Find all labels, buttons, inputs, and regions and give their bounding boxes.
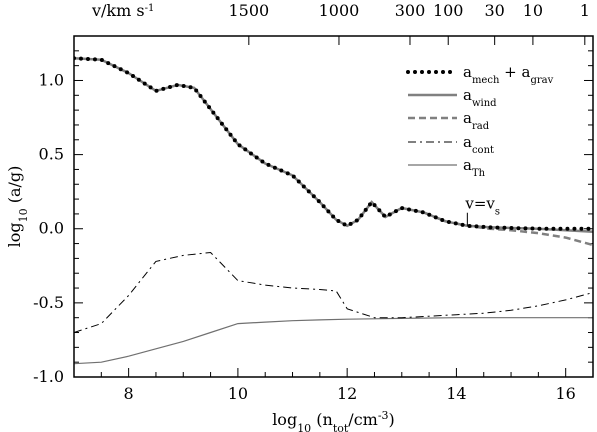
y-tick-label: 1.0 (39, 70, 64, 89)
x-tick-label: 14 (446, 384, 466, 403)
x-tick-label: 10 (228, 384, 248, 403)
series-line-mech (74, 56, 593, 231)
y-tick-label: -1.0 (33, 367, 64, 386)
x-tick-label: 8 (124, 384, 134, 403)
x-tick-label: 12 (337, 384, 357, 403)
y-axis-label: log10 (a/g) (5, 166, 30, 248)
legend-label-rad: arad (463, 109, 490, 132)
top-axis-tick-label: 1 (580, 1, 590, 20)
y-tick-label: 0.0 (39, 219, 64, 238)
top-axis-tick-label: 300 (395, 1, 426, 20)
y-tick-label: 0.5 (39, 145, 64, 164)
top-axis-title: v/km s-1 (91, 1, 154, 20)
legend-label-Th: aTh (463, 156, 486, 179)
labels-group: 8 10 12 14 16 -1.0 -0.5 0.0 0.5 1.0 1500 1000 300 100… (5, 1, 590, 432)
series-line-cont (74, 251, 593, 333)
legend-label-cont: acont (463, 133, 494, 156)
x-tick-label: 16 (556, 384, 576, 403)
x-axis-label: log10 (ntot/cm-3) (272, 409, 395, 432)
axes-group (73, 35, 594, 378)
plot-frame (73, 35, 594, 378)
legend-label-wind: awind (463, 86, 497, 109)
top-axis-tick-label: 1000 (319, 1, 360, 20)
top-axis-tick-label: 100 (433, 1, 464, 20)
legend-label-mech: amech + agrav (463, 63, 554, 86)
series-group (74, 56, 593, 365)
top-axis-tick-label: 1500 (228, 1, 269, 20)
series-line-wind (74, 56, 593, 233)
annotation-label: v=vs (464, 195, 500, 218)
series-line-Th (74, 317, 593, 365)
y-tick-label: -0.5 (33, 293, 64, 312)
top-axis-tick-label: 10 (523, 1, 543, 20)
top-axis-tick-label: 30 (484, 1, 504, 20)
